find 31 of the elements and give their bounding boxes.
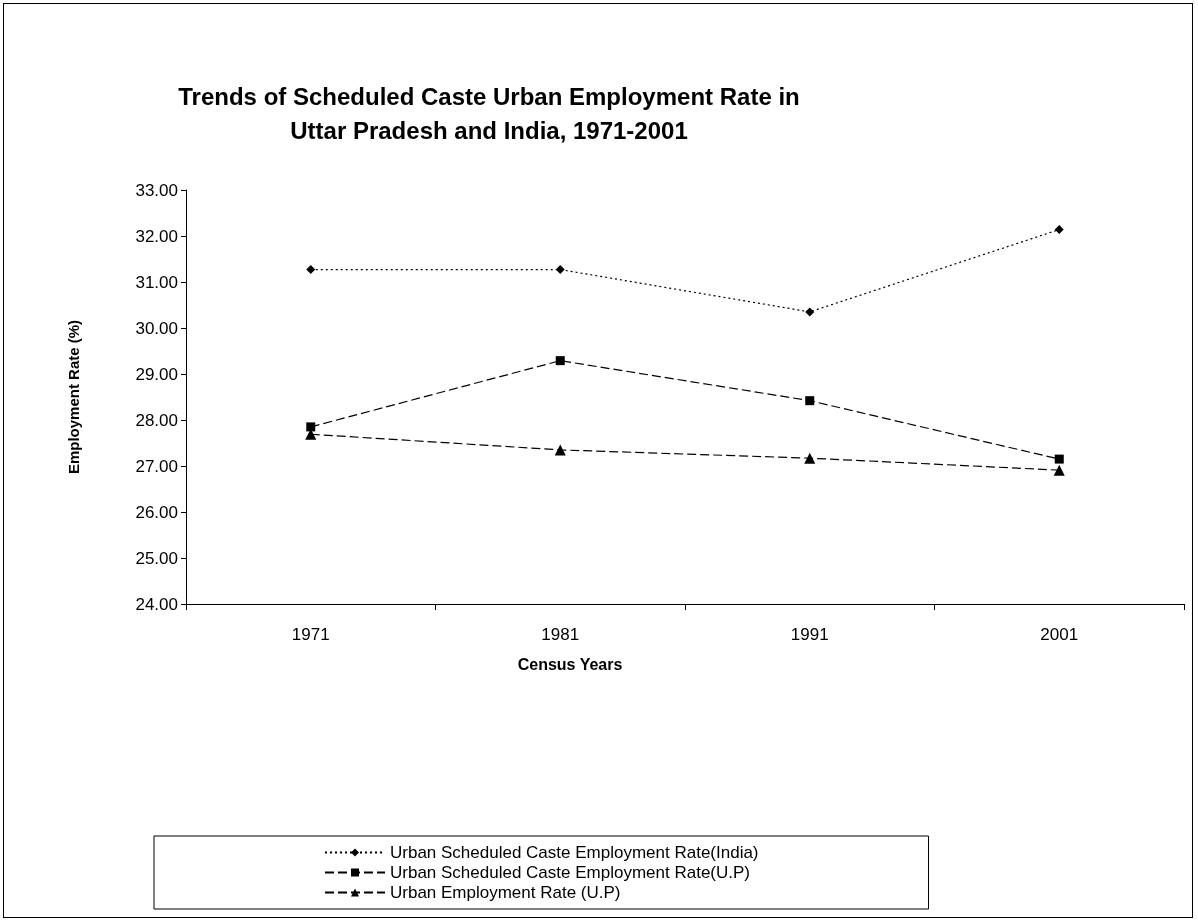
y-tick-label: 25.00 [135,548,178,568]
point [555,265,565,275]
point [554,444,566,456]
y-tick-label: 30.00 [135,318,178,338]
y-tick-label: 26.00 [135,502,178,522]
legend-label: Urban Scheduled Caste Employment Rate(U.P) [390,863,750,882]
x-tick-label: 1991 [790,625,829,644]
point [1053,464,1065,476]
y-axis-title: Employment Rate (%) [65,319,82,475]
y-tick-label: 28.00 [135,410,178,430]
legend-label: Urban Employment Rate (U.P) [390,883,621,902]
x-tick-label: 1971 [291,625,330,644]
x-tick-label: 2001 [1040,625,1079,644]
chart-title: Trends of Scheduled Caste Urban Employment Rate in Uttar Pradesh and India, 1971-2001 [178,82,800,144]
x-axis-title: Census Years [517,655,623,673]
point [306,265,316,275]
point [306,422,316,432]
point [1054,225,1064,235]
y-tick-label: 29.00 [135,364,178,384]
point [804,452,816,464]
y-tick-label: 31.00 [135,272,178,292]
point [805,307,815,317]
legend-label: Urban Scheduled Caste Employment Rate(India) [390,843,759,862]
y-tick-label: 32.00 [135,226,178,246]
point [1054,454,1064,464]
y-tick-label: 24.00 [135,594,178,614]
point [555,356,565,366]
x-tick-label: 1981 [541,625,580,644]
point [805,396,815,406]
y-tick-label: 33.00 [135,180,178,200]
y-tick-label: 27.00 [135,456,178,476]
